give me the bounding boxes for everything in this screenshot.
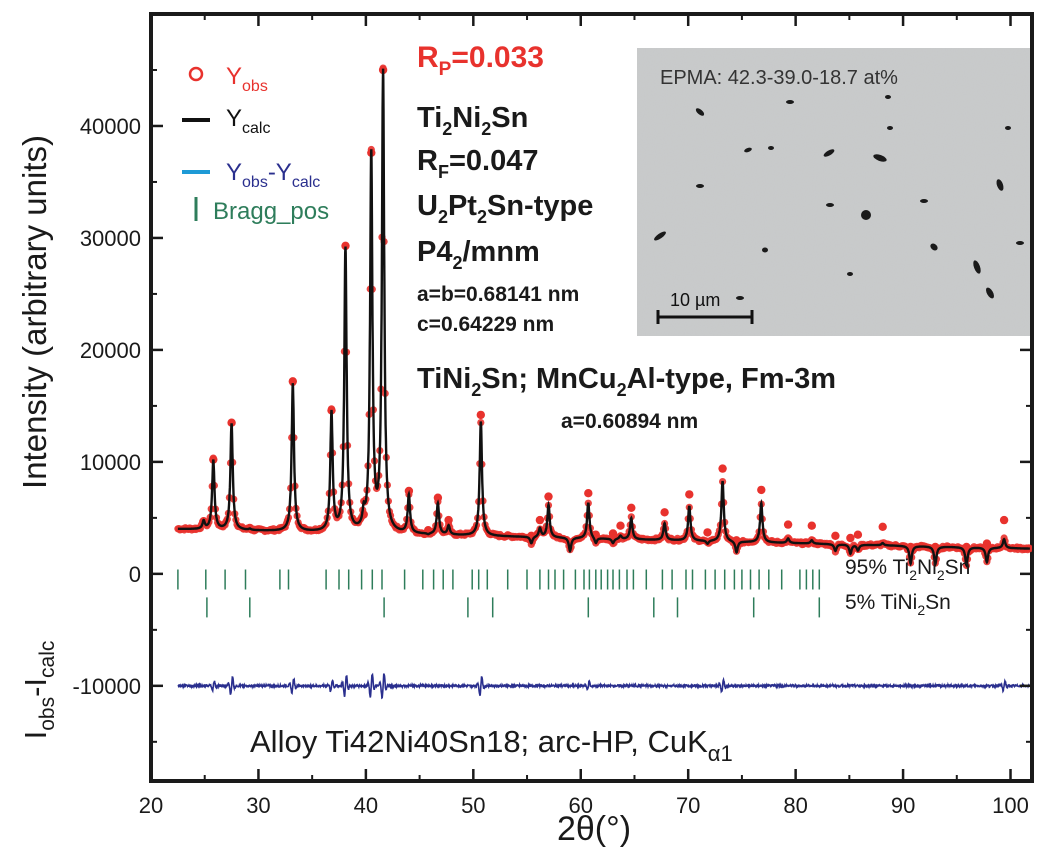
observed-peak-point (982, 539, 992, 548)
inset-particle (768, 146, 774, 150)
inset-particle (996, 179, 1004, 191)
x-tick-label: 90 (891, 793, 915, 818)
difference-series (177, 672, 1031, 700)
observed-peak-point (433, 493, 443, 502)
legend-calc-label: Ycalc (226, 105, 270, 137)
observed-peak-point (627, 503, 636, 512)
bragg-ticks (177, 569, 821, 618)
sample-description: Alloy Ti42Ni40Sn18; arc-HP, CuKα1 (250, 724, 733, 766)
inset-particle (696, 184, 704, 188)
inset-particle (823, 149, 835, 157)
legend-bragg-label: Bragg_pos (213, 198, 329, 225)
observed-peak-point (831, 531, 840, 540)
inset-particle (885, 95, 891, 99)
calculated-profile (177, 68, 1030, 568)
y-axis-title: Intensity (arbitrary units) (16, 135, 53, 489)
observed-peak-point (846, 533, 855, 543)
x-tick-label: 40 (354, 793, 378, 818)
x-tick-label: 80 (783, 793, 807, 818)
inset-particle (1016, 241, 1024, 245)
y-tick-label: 10000 (80, 450, 141, 475)
inset-particle (1005, 126, 1011, 130)
inset-noise (637, 48, 1030, 336)
observed-peak-point (288, 377, 297, 386)
inset-particle (695, 108, 705, 116)
inset-particle (847, 272, 853, 276)
epma-inset: EPMA: 42.3-39.0-18.7 at% 10 µm (637, 48, 1030, 336)
observed-peak-point (718, 464, 727, 473)
axis-ticks: 20 30 40 50 60 70 80 90 100 -10000 0 10000 20000 3000… (72, 14, 1032, 818)
x-tick-label: 20 (139, 793, 163, 818)
inset-particle (973, 260, 981, 274)
difference-curve (177, 672, 1031, 700)
x-tick-label: 60 (569, 793, 593, 818)
observed-peak-point (962, 542, 971, 552)
x-tick-label: 70 (676, 793, 700, 818)
refinement-annotations: RP=0.033 Ti2Ni2Sn RF=0.047 U2Pt2Sn-type … (417, 41, 836, 433)
inset-label: EPMA: 42.3-39.0-18.7 at% (660, 67, 898, 89)
observed-peak-point (757, 485, 766, 495)
phase1-space-group: P42/mnm (417, 236, 540, 273)
inset-particle (786, 100, 794, 104)
observed-peak-point (660, 508, 669, 517)
observed-peak-point (341, 241, 350, 250)
observed-peak-point (999, 515, 1009, 525)
bragg-set-label-1: 95% Ti2Ni2Sn (845, 556, 970, 583)
inset-particle (861, 210, 871, 220)
inset-particle (930, 243, 938, 251)
observed-peak-point (685, 490, 694, 499)
observed-peak-point (616, 521, 625, 530)
inset-particle (744, 147, 752, 153)
y-axis-title-lower: Iobs-Icalc (18, 641, 59, 740)
inset-particle (920, 199, 928, 203)
phase1-type: U2Pt2Sn-type (417, 190, 593, 227)
inset-particle (654, 231, 666, 241)
y-tick-label: 40000 (80, 114, 141, 139)
phase1-lattice-c: c=0.64229 nm (417, 313, 554, 336)
rf-value: RF=0.047 (417, 145, 538, 182)
observed-peak-point (535, 515, 545, 525)
y-tick-label: 0 (129, 562, 141, 587)
legend-obs-label: Yobs (226, 63, 268, 95)
x-axis-title: 2θ(°) (557, 810, 631, 847)
rp-value: RP=0.033 (417, 41, 544, 80)
y-tick-label: -10000 (72, 674, 141, 699)
inset-particle (986, 287, 994, 299)
inset-particle (762, 247, 768, 253)
inset-particle (873, 154, 887, 162)
inset-particle (826, 203, 834, 207)
observed-peak-point (227, 418, 236, 427)
x-tick-label: 50 (461, 793, 485, 818)
observed-peak-point (807, 521, 816, 530)
x-tick-label: 100 (992, 793, 1029, 818)
inset-particle (887, 126, 893, 130)
calculated-series (177, 68, 1030, 568)
observed-peak-point (878, 522, 887, 531)
observed-peak-point (608, 529, 618, 538)
inset-particle (736, 296, 744, 300)
y-tick-label: 30000 (80, 226, 141, 251)
bragg-set-label-2: 5% TiNi2Sn (845, 591, 951, 618)
observed-peak-point (783, 520, 793, 529)
inset-particles (654, 95, 1024, 300)
observed-peak-point (584, 489, 593, 498)
observed-peak-point (476, 410, 485, 420)
legend-obs-marker (188, 66, 204, 82)
x-tick-label: 30 (246, 793, 270, 818)
phase1-formula: Ti2Ni2Sn (417, 102, 528, 139)
observed-peak-point (444, 515, 453, 525)
observed-peak-point (703, 528, 712, 537)
observed-peak-point (853, 530, 863, 539)
legend: Yobs Ycalc Yobs-Ycalc Bragg_pos (182, 63, 329, 225)
inset-scale-label: 10 µm (670, 290, 720, 310)
legend-diff-label: Yobs-Ycalc (226, 159, 320, 191)
phase2-lattice-a: a=0.60894 nm (561, 410, 698, 433)
phase2-description: TiNi2Sn; MnCu2Al-type, Fm-3m (417, 363, 836, 400)
observed-peak-point (544, 492, 553, 501)
phase1-lattice-ab: a=b=0.68141 nm (417, 283, 579, 306)
y-tick-label: 20000 (80, 338, 141, 363)
